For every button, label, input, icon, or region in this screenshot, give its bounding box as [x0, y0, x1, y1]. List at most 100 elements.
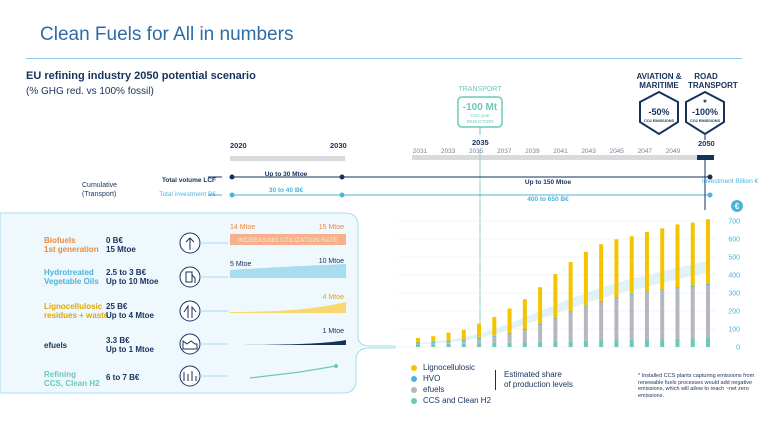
bar-2042-ccs-and-clean-h2: [583, 340, 588, 347]
bar-2049-ccs-and-clean-h2: [690, 338, 695, 347]
investment-2030-dot: [339, 192, 345, 198]
bar-2035-lignocellulosic: [477, 323, 482, 338]
bar-2034-ccs-and-clean-h2: [461, 343, 466, 347]
bar-2032-lignocellulosic: [431, 336, 436, 342]
bar-2039-lignocellulosic: [538, 287, 543, 325]
timeline-year-2041: 2041: [553, 148, 568, 155]
fuel-name-biofuels: Biofuels 1st generation: [44, 236, 99, 254]
investment-2050-value: 400 to 650 B€: [527, 196, 569, 203]
bar-2050-efuels: [706, 284, 710, 338]
bar-2050-ccs-and-clean-h2: [706, 338, 710, 347]
road-reduction-unit: CO2 EMISSIONS: [690, 119, 720, 123]
bar-2046-efuels: [644, 292, 649, 340]
timeline-year-2043: 2043: [581, 148, 596, 155]
bar-2043-ccs-and-clean-h2: [599, 340, 604, 347]
fuel-name-refining: Refining CCS, Clean H2: [44, 370, 100, 388]
biofuels-start-value: 14 Mtoe: [230, 224, 255, 231]
bar-2042-hvo: [583, 305, 588, 307]
fuels-panel: [0, 212, 396, 394]
timeline-year-2037: 2037: [497, 148, 512, 155]
bar-2034-hvo: [461, 339, 466, 341]
bar-2042-efuels: [583, 306, 588, 341]
bar-2046-lignocellulosic: [644, 231, 649, 292]
bar-2040-lignocellulosic: [553, 274, 558, 319]
bar-2042-lignocellulosic: [583, 251, 588, 306]
volume-label: Total volume LCF: [162, 177, 216, 184]
aviation-reduction-unit: CO2 EMISSIONS: [644, 119, 674, 123]
hvo-end-value: 10 Mtoe: [319, 258, 344, 265]
bar-2047-ccs-and-clean-h2: [660, 339, 665, 347]
timeline-year-2047: 2047: [638, 148, 653, 155]
title-divider: [26, 58, 742, 59]
timeline-year-2031: 2031: [413, 148, 428, 155]
bar-2036-ccs-and-clean-h2: [492, 343, 497, 347]
fuel-values-biofuels: 0 B€ 15 Mtoe: [106, 236, 136, 254]
timeline-year-2039: 2039: [525, 148, 540, 155]
bar-2031-ccs-and-clean-h2: [416, 344, 420, 347]
legend-ccs: CCS and Clean H2: [411, 396, 491, 405]
bar-2034-lignocellulosic: [461, 329, 466, 340]
road-shield-icon: [685, 90, 725, 136]
bar-2044-ccs-and-clean-h2: [614, 340, 619, 347]
y-tick-300: 300: [728, 291, 740, 298]
y-tick-200: 200: [728, 309, 740, 316]
bar-2045-ccs-and-clean-h2: [629, 339, 634, 347]
bar-2033-ccs-and-clean-h2: [446, 343, 451, 347]
bar-2039-efuels: [538, 325, 543, 343]
road-transport-label: ROAD TRANSPORT: [688, 72, 738, 90]
fuel-values-efuels: 3.3 B€ Up to 1 Mtoe: [106, 336, 154, 354]
bar-2050-lignocellulosic: [706, 219, 710, 284]
bar-2033-efuels: [446, 341, 451, 344]
bar-2045-hvo: [629, 293, 634, 295]
y-tick-500: 500: [728, 255, 740, 262]
transport-reduction-value: -100 Mt: [463, 102, 498, 113]
legend-dot: [411, 386, 417, 393]
bar-2041-ccs-and-clean-h2: [568, 341, 573, 347]
aviation-reduction-value: -50%: [648, 107, 669, 117]
estimated-share-note: Estimated share of production levels: [495, 370, 573, 390]
bar-2038-hvo: [522, 329, 527, 330]
cumulative-sublabel: (Transport): [82, 191, 116, 198]
fuel-name-hvo: Hydrotreated Vegetable Oils: [44, 268, 99, 286]
transport-milestone-label: TRANSPORT: [458, 86, 502, 93]
bar-2040-hvo: [553, 318, 558, 320]
aviation-shield-icon: [639, 90, 679, 136]
y-tick-600: 600: [728, 237, 740, 244]
scenario-note: (% GHG red. vs 100% fossil): [26, 86, 154, 97]
investment-start-dot: [229, 192, 235, 198]
bar-2038-ccs-and-clean-h2: [522, 342, 527, 347]
bar-2046-hvo: [644, 291, 649, 293]
hvo-pump-icon: [179, 266, 201, 288]
bar-2032-ccs-and-clean-h2: [431, 344, 436, 347]
volume-2050-value: Up to 150 Mtoe: [525, 179, 572, 186]
year-2020: 2020: [230, 141, 247, 150]
bar-2035-efuels: [477, 338, 482, 344]
timeline-bar-2031-2050: [412, 155, 697, 160]
bar-2047-efuels: [660, 290, 665, 340]
bar-2037-ccs-and-clean-h2: [507, 342, 512, 347]
bar-2044-lignocellulosic: [614, 239, 619, 297]
y-axis-label: Investment Billion €: [702, 178, 759, 185]
bar-2049-hvo: [690, 285, 695, 287]
bar-2031-hvo: [416, 342, 420, 344]
biofuels-utilization-bar: [230, 234, 346, 245]
bar-2047-lignocellulosic: [660, 228, 665, 290]
bar-2050-hvo: [706, 284, 710, 285]
legend-dot: [411, 364, 417, 371]
investment-2030-value: 30 to 40 B€: [269, 187, 304, 194]
ligno-end-value: 4 Mtoe: [323, 294, 345, 301]
fuel-values-hvo: 2.5 to 3 B€ Up to 10 Mtoe: [106, 268, 159, 286]
bar-2044-efuels: [614, 297, 619, 341]
fuel-values-ligno: 25 B€ Up to 4 Mtoe: [106, 302, 154, 320]
bar-2038-lignocellulosic: [522, 299, 527, 329]
year-2035: 2035: [472, 138, 489, 147]
cumulative-label: Cumulative: [82, 182, 117, 189]
bar-2045-lignocellulosic: [629, 236, 634, 294]
bar-2037-lignocellulosic: [507, 308, 512, 333]
euro-icon: [731, 200, 743, 212]
scenario-subtitle: EU refining industry 2050 potential scen…: [26, 70, 256, 82]
volume-2030-value: Up to 30 Mtoe: [265, 171, 308, 178]
timeline-year-2033: 2033: [441, 148, 456, 155]
